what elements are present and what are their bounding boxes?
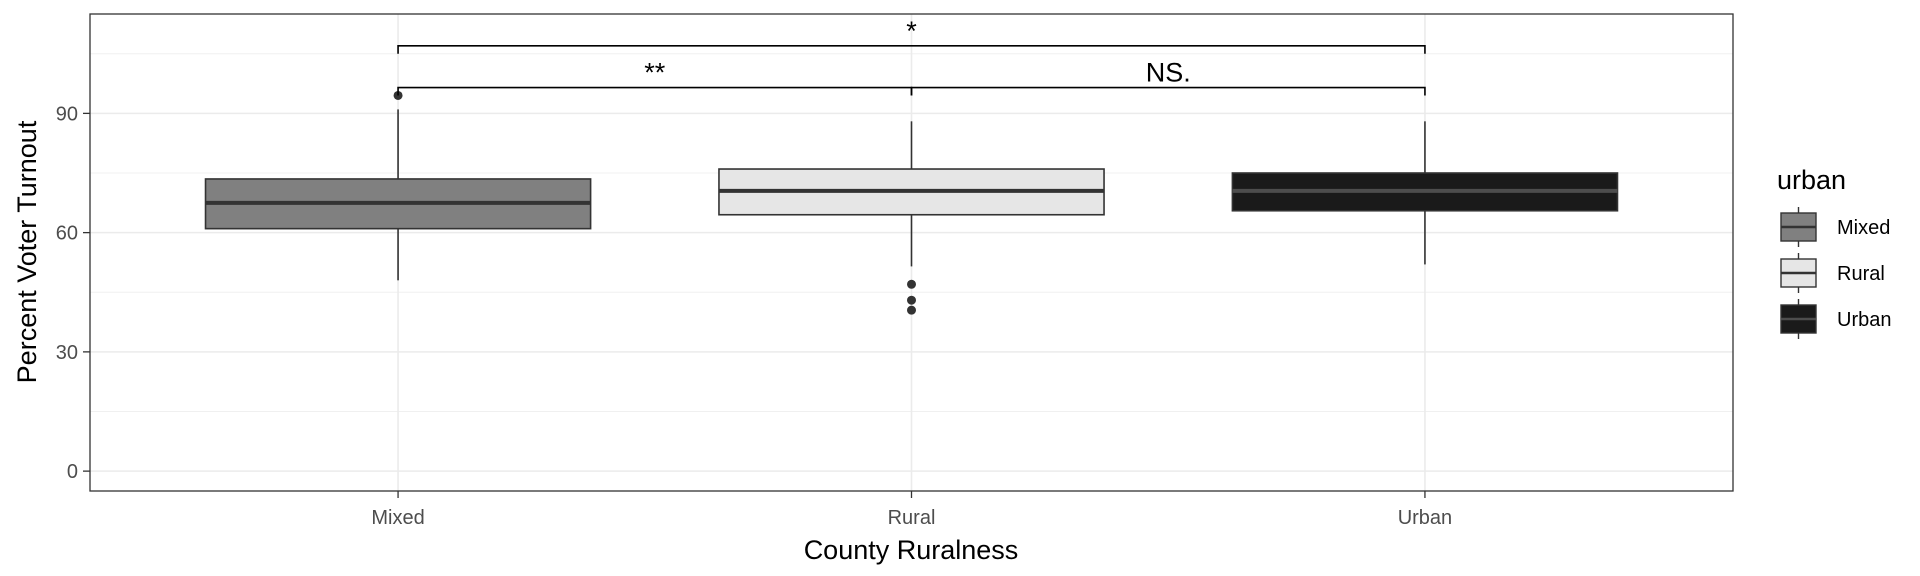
significance-brackets: *** NS. bbox=[397, 16, 1426, 96]
box-rural bbox=[718, 121, 1105, 315]
legend-label: Rural bbox=[1837, 263, 1885, 285]
significance-bracket: * bbox=[397, 16, 1426, 54]
boxes bbox=[204, 90, 1619, 315]
y-axis-ticks: 0 30 60 90 bbox=[56, 103, 90, 483]
box-mixed bbox=[204, 90, 592, 281]
x-tick-label: Urban bbox=[1398, 507, 1452, 529]
legend: urban Mixed Rural Urban bbox=[1777, 165, 1891, 339]
outlier-point bbox=[907, 305, 916, 315]
significance-label: ** bbox=[644, 58, 666, 88]
y-tick-label: 30 bbox=[56, 342, 78, 364]
x-axis-title: County Ruralness bbox=[804, 535, 1019, 565]
y-tick-label: 90 bbox=[56, 103, 78, 125]
x-tick-label: Rural bbox=[888, 507, 936, 529]
legend-label: Urban bbox=[1837, 309, 1891, 331]
outlier-point bbox=[907, 295, 916, 305]
y-axis-title: Percent Voter Turnout bbox=[12, 120, 42, 383]
x-tick-label: Mixed bbox=[371, 507, 424, 529]
legend-key-urban: Urban bbox=[1780, 299, 1891, 339]
significance-label: NS. bbox=[1146, 58, 1191, 88]
bracket-line bbox=[910, 86, 1426, 96]
outlier-point bbox=[907, 279, 916, 289]
legend-title: urban bbox=[1777, 165, 1846, 195]
significance-bracket: NS. bbox=[910, 58, 1426, 96]
legend-key-rural: Rural bbox=[1780, 253, 1885, 293]
significance-label: * bbox=[906, 16, 917, 46]
legend-key-mixed: Mixed bbox=[1780, 207, 1890, 247]
y-tick-label: 60 bbox=[56, 223, 78, 245]
bracket-line bbox=[397, 45, 1426, 54]
box-urban bbox=[1231, 121, 1619, 265]
x-axis-ticks: Mixed Rural Urban bbox=[371, 491, 1452, 529]
legend-label: Mixed bbox=[1837, 217, 1890, 239]
y-tick-label: 0 bbox=[67, 461, 78, 483]
